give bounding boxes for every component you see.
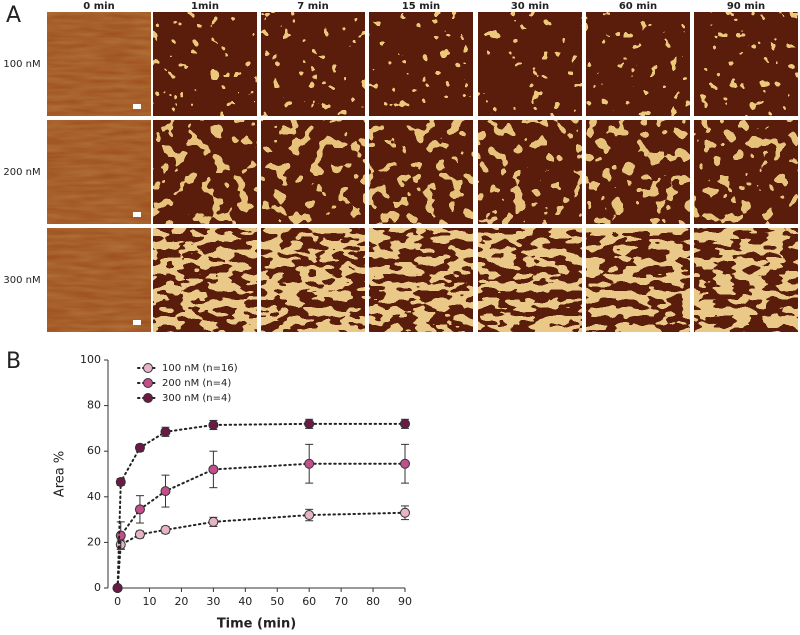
- column-header: 30 min: [511, 1, 549, 12]
- afm-blobs: [261, 12, 365, 116]
- data-point: [208, 516, 219, 527]
- scale-bar: [133, 320, 141, 325]
- data-point: [400, 507, 410, 518]
- afm-texture: [47, 12, 151, 116]
- column-header: 15 min: [402, 1, 440, 12]
- row-label: 300 nM: [3, 275, 40, 286]
- afm-texture: [47, 228, 151, 332]
- afm-blobs: [369, 12, 473, 116]
- afm-texture: [47, 120, 151, 224]
- y-tick-label: 20: [87, 535, 101, 548]
- row-label: 200 nM: [3, 167, 40, 178]
- x-tick-label: 30: [206, 595, 220, 608]
- scale-bar: [133, 104, 141, 109]
- column-header: 1min: [191, 1, 219, 12]
- afm-blobs: [153, 12, 257, 116]
- y-tick-label: 80: [87, 399, 101, 412]
- trend-line: [116, 511, 406, 589]
- afm-blobs: [153, 120, 257, 224]
- x-axis-label: Time (min): [217, 617, 296, 632]
- afm-blobs: [694, 120, 798, 224]
- data-point: [134, 442, 145, 453]
- y-tick-label: 0: [94, 581, 101, 594]
- afm-blobs: [694, 12, 798, 116]
- trend-line: [116, 462, 406, 589]
- trend-line: [116, 422, 406, 589]
- column-header: 60 min: [619, 1, 657, 12]
- y-axis-label: Area %: [53, 451, 68, 497]
- legend-marker: [143, 393, 153, 403]
- x-tick-label: 80: [366, 595, 380, 608]
- row-label: 100 nM: [3, 59, 40, 70]
- x-tick-label: 50: [270, 595, 284, 608]
- y-tick-label: 60: [87, 444, 101, 457]
- legend-marker: [143, 378, 153, 388]
- column-header: 0 min: [83, 1, 114, 12]
- data-point: [160, 486, 171, 497]
- x-tick-label: 20: [174, 595, 188, 608]
- data-point: [208, 419, 219, 430]
- afm-blobs: [153, 228, 257, 332]
- column-header: 7 min: [297, 1, 328, 12]
- x-tick-label: 40: [238, 595, 252, 608]
- x-tick-label: 60: [302, 595, 316, 608]
- afm-blobs: [586, 12, 690, 116]
- data-point: [304, 510, 315, 521]
- data-point: [160, 524, 171, 535]
- data-point: [112, 583, 123, 593]
- panel-label: B: [6, 349, 21, 374]
- legend-label: 100 nM (n=16): [162, 363, 238, 374]
- data-point: [208, 464, 219, 475]
- panel-label: A: [6, 3, 21, 28]
- x-tick-label: 0: [114, 595, 121, 608]
- scale-bar: [133, 212, 141, 217]
- afm-blobs: [369, 228, 473, 332]
- afm-blobs: [478, 228, 582, 332]
- y-tick-label: 40: [87, 490, 101, 503]
- data-point: [115, 530, 126, 541]
- data-point: [115, 476, 126, 487]
- legend-label: 200 nM (n=4): [162, 378, 231, 389]
- data-point: [400, 458, 410, 469]
- data-point: [400, 418, 410, 429]
- data-point: [304, 458, 315, 469]
- legend-label: 300 nM (n=4): [162, 393, 231, 404]
- data-point: [160, 426, 171, 437]
- afm-blobs: [478, 12, 582, 116]
- afm-blobs: [369, 120, 473, 224]
- afm-blobs: [586, 228, 690, 332]
- x-tick-label: 10: [143, 595, 157, 608]
- data-point: [134, 529, 145, 540]
- data-point: [134, 504, 145, 515]
- afm-blobs: [586, 120, 690, 224]
- legend-marker: [143, 363, 153, 373]
- x-tick-label: 70: [334, 595, 348, 608]
- afm-blobs: [261, 120, 365, 224]
- y-tick-label: 100: [80, 353, 101, 366]
- x-tick-label: 90: [398, 595, 412, 608]
- afm-blobs: [478, 120, 582, 224]
- afm-blobs: [694, 228, 798, 332]
- afm-blobs: [261, 228, 365, 332]
- data-point: [304, 418, 315, 429]
- column-header: 90 min: [727, 1, 765, 12]
